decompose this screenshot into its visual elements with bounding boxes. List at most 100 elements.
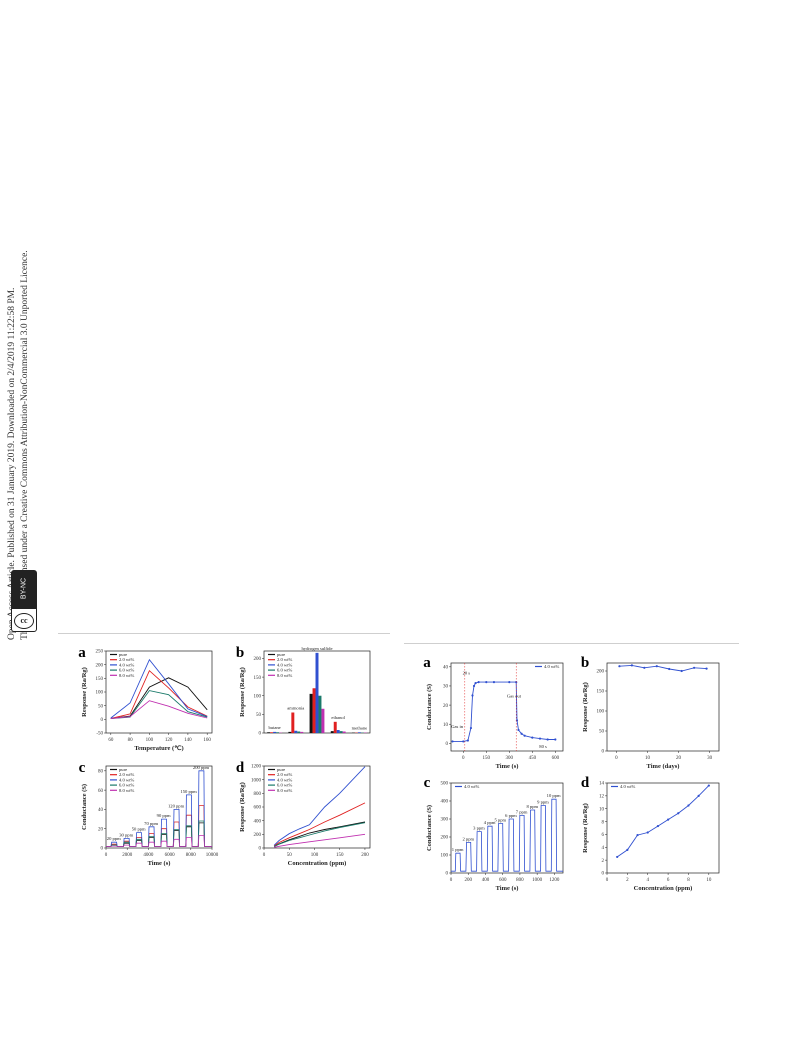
x-tick-label: 6 — [667, 878, 670, 883]
cc-license-badge[interactable]: BY-NC cc — [11, 570, 37, 632]
y-tick-label: 20 — [98, 827, 104, 832]
pulse-label: 20 ppm — [107, 836, 121, 841]
category-label: hydrogen sulfide — [301, 646, 332, 651]
y-tick-label: 12 — [599, 795, 605, 800]
y-tick-label: 0 — [446, 742, 449, 747]
x-tick-label: 60 — [108, 738, 114, 743]
bar — [318, 695, 322, 733]
x-tick-label: 50 — [287, 853, 293, 858]
x-axis-label: Time (s) — [148, 860, 171, 867]
x-tick-label: 200 — [361, 853, 369, 858]
data-point — [508, 681, 511, 684]
y-tick-label: 20 — [443, 704, 449, 709]
bar — [321, 708, 325, 733]
y-tick-label: 200 — [597, 670, 605, 675]
x-tick-label: 80 — [128, 738, 134, 743]
category-label: butane — [268, 725, 280, 730]
data-point — [643, 666, 646, 669]
x-tick-label: 8 — [687, 878, 690, 883]
y-tick-label: 400 — [441, 800, 449, 805]
pulse-label: 4 ppm — [484, 820, 496, 825]
y-tick-label: 40 — [443, 666, 449, 671]
bar — [315, 652, 319, 733]
x-tick-label: 0 — [263, 853, 266, 858]
by-nc-label: BY-NC — [20, 577, 28, 600]
left-figure-panel-a: a -50 0 50 100 150 200 250 60 80 100 120 140 160 Tempe… — [78, 645, 213, 752]
pulse-label: 9 ppm — [537, 800, 549, 805]
y-tick-label: 100 — [96, 691, 104, 696]
bar — [300, 731, 304, 733]
bar — [309, 693, 313, 733]
x-tick-label: 120 — [165, 738, 173, 743]
series-line — [616, 785, 710, 858]
y-tick-label: 150 — [96, 677, 104, 682]
data-point — [677, 812, 680, 815]
x-tick-label: 10 — [645, 756, 651, 761]
right-figure-panel-c: c 0 100 200 300 400 500 0 200 400 600 800 1000 1200 Ti… — [424, 775, 564, 892]
y-tick-label: 4 — [602, 846, 605, 851]
x-tick-label: 150 — [336, 853, 344, 858]
data-point — [707, 784, 710, 787]
legend-label: pure — [277, 652, 285, 657]
data-point — [646, 831, 649, 834]
y-tick-label: 200 — [254, 833, 262, 838]
pulse-label: 50 ppm — [132, 827, 146, 832]
license-line[interactable]: This article is licensed under a Creativ… — [20, 250, 30, 640]
panel-label: d — [581, 775, 590, 791]
y-tick-label: -50 — [96, 732, 103, 737]
x-axis-label: Time (s) — [496, 763, 519, 770]
bar — [339, 731, 343, 733]
y-tick-label: 800 — [254, 792, 262, 797]
series-line — [273, 802, 366, 847]
legend-label: pure — [119, 767, 127, 772]
pulse-label: 70 ppm — [144, 821, 158, 826]
pulse-label: 5 ppm — [494, 818, 506, 823]
plot-annotation: 80 s — [539, 744, 547, 749]
y-tick-label: 2 — [602, 859, 605, 864]
by-nc-label-box: BY-NC — [12, 571, 36, 609]
legend-label: 6.0 wt% — [119, 668, 134, 673]
x-tick-label: 200 — [464, 878, 472, 883]
legend-label: pure — [119, 652, 127, 657]
x-tick-label: 600 — [552, 756, 560, 761]
publication-line: Open Access Article. Published on 31 Jan… — [7, 287, 17, 640]
series-line — [274, 833, 366, 848]
x-tick-label: 10 — [706, 878, 712, 883]
legend-label: 8.0 wt% — [119, 673, 134, 678]
data-point — [705, 667, 708, 670]
legend-label: 2.0 wt% — [277, 657, 292, 662]
y-tick-label: 30 — [443, 685, 449, 690]
y-tick-label: 200 — [96, 663, 104, 668]
pulse-label: 8 ppm — [526, 804, 538, 809]
bar — [297, 731, 301, 733]
y-tick-label: 0 — [602, 750, 605, 755]
legend-label: 8.0 wt% — [277, 788, 292, 793]
data-point — [471, 694, 474, 697]
data-point — [517, 728, 520, 732]
legend-label: 2.0 wt% — [119, 772, 134, 777]
y-tick-label: 300 — [441, 818, 449, 823]
y-tick-label: 1200 — [251, 765, 262, 770]
x-tick-label: 140 — [184, 738, 192, 743]
data-point — [472, 684, 476, 688]
data-point — [636, 833, 639, 837]
y-tick-label: 150 — [254, 676, 262, 681]
legend-label: 4.0 wt% — [119, 662, 134, 667]
category-label: ethanol — [331, 715, 345, 720]
plot-frame — [606, 782, 720, 874]
y-tick-label: 6 — [602, 833, 605, 838]
series-line — [110, 700, 208, 719]
data-point — [492, 681, 496, 684]
plot-frame — [606, 662, 720, 752]
y-tick-label: 200 — [441, 836, 449, 841]
x-tick-label: 30 — [707, 756, 713, 761]
pulse-label: 2 ppm — [462, 836, 474, 841]
data-point — [531, 736, 534, 739]
bar — [267, 732, 271, 733]
right-figure-panel-b: b 0 50 100 150 200 0 10 20 30 Time (days) Response … — [581, 655, 720, 770]
left-figure-rule — [58, 633, 390, 634]
bar — [294, 730, 298, 733]
data-point — [520, 732, 523, 735]
legend-label: 6.0 wt% — [119, 783, 134, 788]
panel-label: a — [423, 655, 431, 671]
